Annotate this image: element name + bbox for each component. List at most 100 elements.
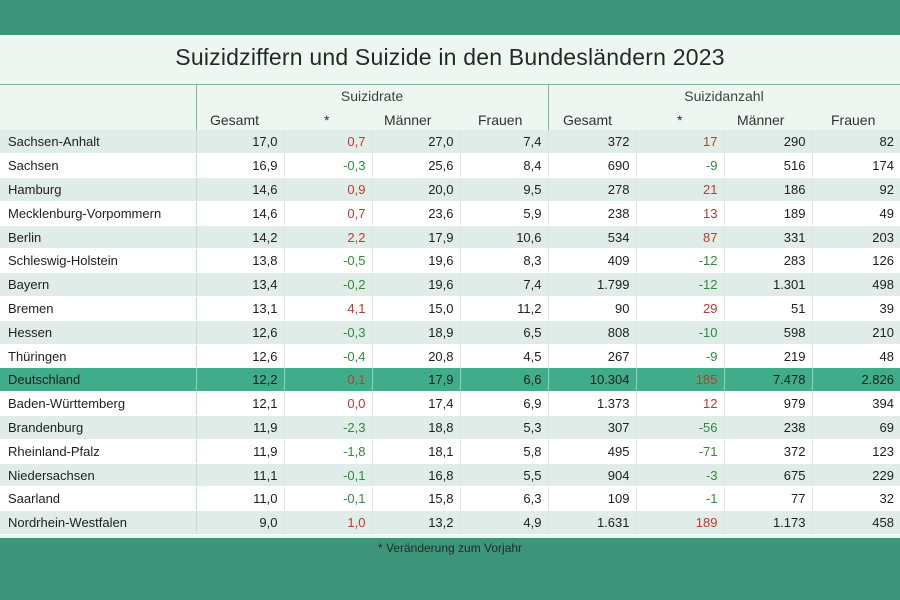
cell-rate-maenner: 20,8: [372, 344, 461, 369]
cell-state-name: Hessen: [0, 320, 197, 345]
cell-rate-change: -2,3: [284, 415, 373, 440]
cell-rate-maenner: 18,9: [372, 320, 461, 345]
table-row: Nordrhein-Westfalen 9,0 1,0 13,2 4,9 1.631 189…: [0, 510, 900, 536]
cell-count-frauen: 458: [812, 510, 900, 536]
table-row: Brandenburg 11,9 -2,3 18,8 5,3 307 -56 238 69: [0, 415, 900, 440]
cell-count-maenner: 77: [724, 486, 813, 512]
cell-count-change: 13: [636, 201, 725, 226]
cell-rate-frauen: 7,4: [460, 130, 549, 155]
cell-count-change: 12: [636, 391, 725, 417]
cell-rate-gesamt: 14,2: [196, 225, 285, 250]
table-row: Baden-Württemberg 12,1 0,0 17,4 6,9 1.373 12 97…: [0, 391, 900, 417]
table-row: Hessen 12,6 -0,3 18,9 6,5 808 -10 598 210: [0, 320, 900, 345]
cell-count-frauen: 39: [812, 296, 900, 321]
cell-state-name: Baden-Württemberg: [0, 391, 197, 417]
cell-count-maenner: 283: [724, 248, 813, 274]
cell-state-name: Sachsen-Anhalt: [0, 130, 197, 155]
cell-rate-change: -1,8: [284, 439, 373, 464]
cell-rate-change: 0,0: [284, 391, 373, 417]
cell-count-frauen: 82: [812, 130, 900, 155]
column-header-rate-maenner: Männer: [384, 112, 432, 128]
cell-count-gesamt: 1.373: [548, 391, 637, 417]
cell-count-maenner: 979: [724, 391, 813, 417]
cell-rate-frauen: 6,6: [460, 367, 549, 393]
cell-state-name: Berlin: [0, 225, 197, 250]
cell-count-gesamt: 90: [548, 296, 637, 321]
cell-count-frauen: 229: [812, 463, 900, 488]
cell-count-change: -1: [636, 486, 725, 512]
table-row-total: Deutschland 12,2 0,1 17,9 6,6 10.304 185 7.478 2…: [0, 367, 900, 393]
cell-rate-change: -0,4: [284, 344, 373, 369]
cell-rate-maenner: 16,8: [372, 463, 461, 488]
cell-rate-change: 0,9: [284, 177, 373, 202]
data-table: Sachsen-Anhalt 17,0 0,7 27,0 7,4 372 17 290 82 Sa…: [0, 130, 900, 536]
cell-rate-gesamt: 11,1: [196, 463, 285, 488]
cell-rate-change: 0,7: [284, 201, 373, 226]
cell-count-change: 17: [636, 130, 725, 155]
cell-rate-frauen: 8,3: [460, 248, 549, 274]
cell-rate-maenner: 18,1: [372, 439, 461, 464]
cell-rate-gesamt: 16,9: [196, 153, 285, 179]
cell-count-gesamt: 278: [548, 177, 637, 202]
cell-count-maenner: 189: [724, 201, 813, 226]
cell-rate-gesamt: 12,1: [196, 391, 285, 417]
cell-rate-change: 0,1: [284, 367, 373, 393]
cell-state-name: Sachsen: [0, 153, 197, 179]
cell-rate-maenner: 13,2: [372, 510, 461, 536]
cell-count-frauen: 92: [812, 177, 900, 202]
table-row: Hamburg 14,6 0,9 20,0 9,5 278 21 186 92: [0, 177, 900, 202]
cell-rate-gesamt: 11,0: [196, 486, 285, 512]
cell-rate-gesamt: 9,0: [196, 510, 285, 536]
cell-rate-gesamt: 17,0: [196, 130, 285, 155]
cell-rate-change: -0,3: [284, 320, 373, 345]
cell-count-frauen: 394: [812, 391, 900, 417]
cell-state-name: Hamburg: [0, 177, 197, 202]
cell-count-maenner: 516: [724, 153, 813, 179]
cell-rate-frauen: 4,9: [460, 510, 549, 536]
cell-count-gesamt: 238: [548, 201, 637, 226]
cell-count-change: -12: [636, 272, 725, 298]
header-divider-left: [196, 84, 197, 130]
cell-count-frauen: 126: [812, 248, 900, 274]
column-header-count-maenner: Männer: [737, 112, 785, 128]
cell-state-name: Niedersachsen: [0, 463, 197, 488]
cell-count-frauen: 203: [812, 225, 900, 250]
footnote: * Veränderung zum Vorjahr: [377, 541, 523, 555]
cell-rate-frauen: 5,3: [460, 415, 549, 440]
table-row: Bremen 13,1 4,1 15,0 11,2 90 29 51 39: [0, 296, 900, 321]
cell-rate-frauen: 5,9: [460, 201, 549, 226]
group-header-suizidanzahl: Suizidanzahl: [684, 88, 764, 104]
cell-rate-gesamt: 14,6: [196, 201, 285, 226]
cell-count-gesamt: 808: [548, 320, 637, 345]
cell-count-frauen: 32: [812, 486, 900, 512]
cell-count-frauen: 48: [812, 344, 900, 369]
page-title: Suizidziffern und Suizide in den Bundesl…: [175, 44, 725, 70]
cell-state-name: Rheinland-Pfalz: [0, 439, 197, 464]
cell-rate-maenner: 23,6: [372, 201, 461, 226]
cell-rate-change: 4,1: [284, 296, 373, 321]
column-header-count-gesamt: Gesamt: [563, 112, 613, 128]
cell-rate-maenner: 17,9: [372, 225, 461, 250]
cell-count-gesamt: 372: [548, 130, 637, 155]
cell-count-change: -12: [636, 248, 725, 274]
cell-count-gesamt: 1.631: [548, 510, 637, 536]
cell-rate-frauen: 6,3: [460, 486, 549, 512]
cell-rate-change: 0,7: [284, 130, 373, 155]
cell-state-name: Bremen: [0, 296, 197, 321]
cell-rate-frauen: 5,5: [460, 463, 549, 488]
cell-count-maenner: 372: [724, 439, 813, 464]
cell-rate-gesamt: 12,2: [196, 367, 285, 393]
table-row: Bayern 13,4 -0,2 19,6 7,4 1.799 -12 1.301 498: [0, 272, 900, 298]
cell-rate-change: 2,2: [284, 225, 373, 250]
cell-count-maenner: 675: [724, 463, 813, 488]
cell-state-name: Nordrhein-Westfalen: [0, 510, 197, 536]
header-top-divider: [0, 84, 900, 85]
cell-rate-gesamt: 11,9: [196, 415, 285, 440]
cell-rate-maenner: 19,6: [372, 248, 461, 274]
cell-count-gesamt: 10.304: [548, 367, 637, 393]
cell-count-maenner: 598: [724, 320, 813, 345]
cell-rate-frauen: 6,9: [460, 391, 549, 417]
table-row: Berlin 14,2 2,2 17,9 10,6 534 87 331 203: [0, 225, 900, 250]
cell-rate-frauen: 8,4: [460, 153, 549, 179]
cell-rate-maenner: 20,0: [372, 177, 461, 202]
